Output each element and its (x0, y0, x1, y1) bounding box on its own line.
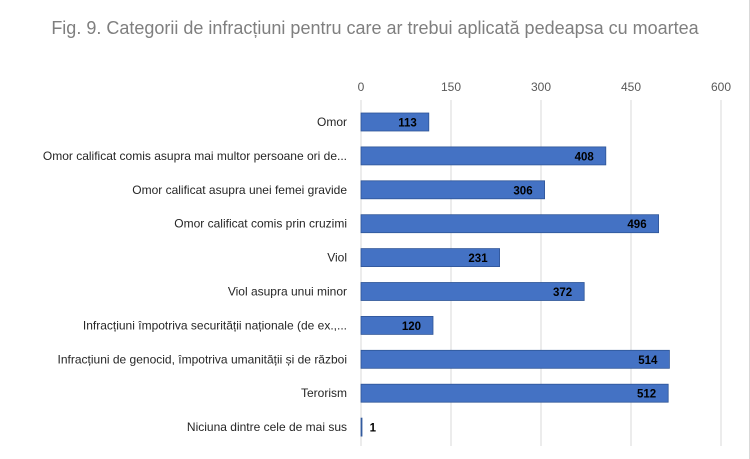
bars (360, 112, 670, 437)
data-label: 1 (370, 423, 377, 435)
data-label: 514 (638, 355, 658, 367)
data-labels: 113 408 306 496 231 372 120 514 512 1 (370, 118, 658, 435)
x-tick-label: 600 (711, 80, 731, 94)
bar (360, 383, 669, 403)
data-label: 372 (553, 287, 572, 299)
data-label: 231 (468, 253, 488, 265)
category-label: Infracțiuni de genocid, împotriva umanit… (58, 352, 347, 366)
x-tick-label: 300 (531, 80, 551, 94)
data-label: 512 (637, 389, 656, 401)
category-label: Omor (317, 115, 347, 129)
data-label: 408 (575, 151, 595, 163)
bar (360, 146, 607, 166)
x-tick-label: 450 (621, 80, 641, 94)
bar (360, 214, 660, 234)
bar (360, 180, 546, 200)
category-label: Omor calificat asupra unei femei gravide (132, 183, 347, 197)
category-label: Viol asupra unui minor (228, 285, 347, 299)
category-label: Omor calificat comis asupra mai multor p… (43, 149, 347, 163)
x-axis-ticks: 0 150 300 450 600 (358, 80, 732, 94)
category-label: Omor calificat comis prin cruzimi (174, 217, 347, 231)
data-label: 496 (627, 219, 646, 231)
bar (360, 349, 670, 369)
data-label: 120 (402, 321, 421, 333)
category-labels: Omor Omor calificat comis asupra mai mult… (43, 115, 347, 434)
bar (360, 282, 585, 301)
bar (360, 315, 434, 335)
category-label: Niciuna dintre cele de mai sus (187, 420, 347, 434)
x-tick-label: 0 (358, 80, 365, 94)
data-label: 306 (513, 185, 532, 197)
bar (360, 248, 501, 268)
category-label: Terorism (301, 386, 347, 400)
x-tick-label: 150 (441, 80, 461, 94)
data-label: 113 (398, 118, 417, 130)
chart-title: Fig. 9. Categorii de infracțiuni pentru … (51, 18, 699, 38)
bar (360, 417, 363, 437)
category-label: Viol (327, 251, 347, 265)
category-label: Infracțiuni împotriva securității națion… (83, 318, 347, 332)
bar (360, 112, 430, 132)
